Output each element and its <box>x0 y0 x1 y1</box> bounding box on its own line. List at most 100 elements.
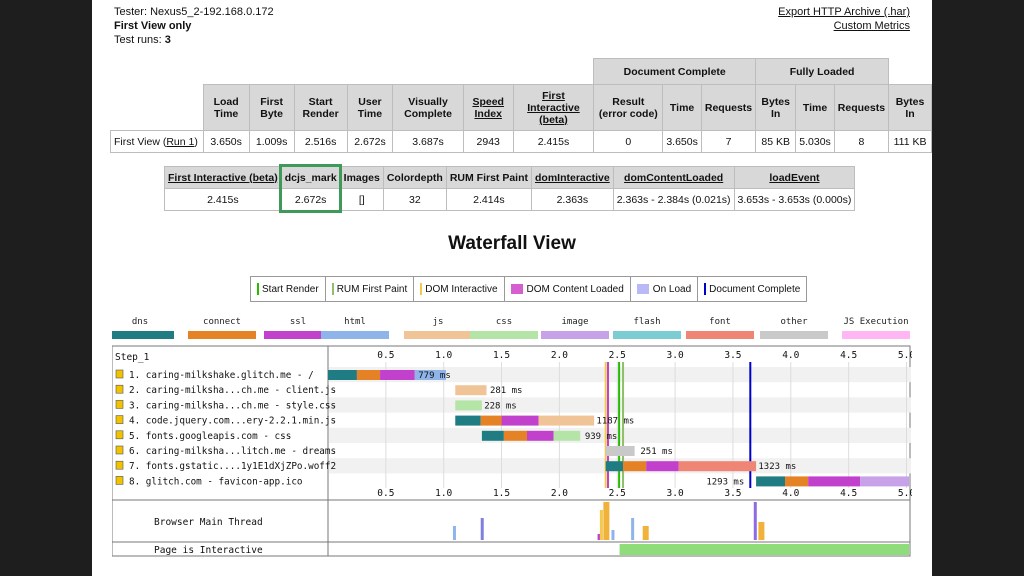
request-bar-segment <box>455 400 482 411</box>
type-legend-swatch <box>404 331 472 339</box>
type-legend-label: JS Execution <box>843 317 908 327</box>
dcjs-mark-highlight-box <box>279 164 342 213</box>
metrics-col-header[interactable]: domInteractive <box>531 166 614 189</box>
tick-label-top: 3.0 <box>667 350 684 361</box>
tick-label-top: 1.0 <box>435 350 452 361</box>
main-thread-activity-bar <box>758 522 765 540</box>
type-legend-swatch <box>321 331 389 339</box>
interactive-label: Page is Interactive <box>154 545 263 556</box>
request-duration: 251 ms <box>640 447 673 457</box>
request-bar-segment <box>756 476 786 487</box>
results-cell: 1.009s <box>248 130 295 153</box>
request-bar-segment <box>553 430 581 441</box>
tick-label-bottom: 1.0 <box>435 488 452 499</box>
request-bar-segment <box>414 370 447 380</box>
results-col-header: Time <box>795 84 835 131</box>
type-legend-label: other <box>780 317 808 327</box>
request-bar-segment <box>605 461 624 472</box>
tick-label-bottom: 1.5 <box>493 488 510 499</box>
metrics-col-header[interactable]: First Interactive (beta) <box>164 166 282 189</box>
test-runs-value: 3 <box>164 34 171 46</box>
results-cell: 0 <box>593 130 664 153</box>
custom-metrics-link[interactable]: Custom Metrics <box>833 20 910 32</box>
type-legend-swatch <box>842 331 910 339</box>
results-col-header: Time <box>662 84 702 131</box>
request-bar-segment <box>455 415 481 426</box>
metrics-col-header[interactable]: domContentLoaded <box>612 166 735 189</box>
view-mode-text: First View only <box>114 20 192 32</box>
results-col-header: Requests <box>700 84 757 131</box>
lock-icon <box>115 415 124 424</box>
step-label: Step_1 <box>115 352 150 363</box>
results-cell: 3.650s <box>662 130 702 153</box>
results-col-header: Bytes In <box>888 84 932 131</box>
type-legend-swatch <box>112 331 174 339</box>
main-thread-label: Browser Main Thread <box>154 517 263 528</box>
results-cell: 8 <box>833 130 890 153</box>
request-bar-segment <box>808 476 861 487</box>
run-1-link[interactable]: Run 1 <box>166 135 195 148</box>
interactive-bar <box>619 544 909 555</box>
results-header-row: Load Time First Byte Start Render User Time… <box>111 84 932 131</box>
results-col-header: Requests <box>833 84 890 131</box>
request-bar-segment <box>623 461 647 472</box>
lock-icon <box>115 460 124 470</box>
legend-item: DOM Content Loaded <box>505 277 631 301</box>
legend-label: On Load <box>652 283 692 295</box>
tick-label-bottom: 4.5 <box>840 488 857 499</box>
type-legend-label: font <box>709 317 731 327</box>
tick-label-bottom: 2.0 <box>551 488 568 499</box>
results-col-header[interactable]: Speed Index <box>462 84 514 131</box>
request-bar-segment <box>605 446 635 456</box>
lock-icon <box>115 476 124 485</box>
metrics-col-header[interactable]: loadEvent <box>733 166 856 189</box>
legend-swatch <box>257 283 259 295</box>
results-cell: 7 <box>700 130 757 153</box>
request-bar-segment <box>480 415 502 426</box>
legend-item: RUM First Paint <box>326 277 415 301</box>
lock-icon <box>115 369 124 379</box>
legend-label: DOM Interactive <box>425 283 498 295</box>
webpagetest-results-page: Tester: Nexus5_2-192.168.0.172 First Vie… <box>92 0 932 576</box>
main-thread-activity-bar <box>753 502 757 540</box>
metrics-col-header: dcjs_mark <box>280 166 341 189</box>
results-cell: 111 KB <box>888 130 932 153</box>
legend-item: On Load <box>631 277 699 301</box>
request-duration: 228 ms <box>484 401 517 411</box>
test-runs-text: Test runs: 3 <box>114 34 171 46</box>
request-bar-segment <box>356 370 381 380</box>
waterfall-frame <box>112 345 911 557</box>
results-table: Document Complete Fully Loaded Load Time… <box>110 58 932 153</box>
metrics-cell: 32 <box>382 188 447 211</box>
tick-label-top: 5.0 <box>898 350 912 361</box>
export-har-link[interactable]: Export HTTP Archive (.har) <box>778 6 910 18</box>
main-thread-activity-bar <box>480 518 484 540</box>
legend-swatch <box>636 284 649 294</box>
legend-label: RUM First Paint <box>336 283 408 295</box>
results-col-header: User Time <box>346 84 394 131</box>
request-label: 8. glitch.com - favicon-app.ico <box>129 476 303 487</box>
type-legend-label: ssl <box>290 317 306 327</box>
lock-icon <box>115 430 124 440</box>
lock-icon <box>115 445 124 455</box>
tick-label-bottom: 3.5 <box>724 488 741 499</box>
main-thread-activity-bar <box>599 510 603 540</box>
request-label: 2. caring-milksha...ch.me - client.js <box>129 385 336 396</box>
results-cell: 2.672s <box>346 130 394 153</box>
results-col-header: Result (error code) <box>593 84 664 131</box>
legend-label: Document Complete <box>709 283 801 295</box>
results-cell: 85 KB <box>755 130 797 153</box>
tester-text: Tester: Nexus5_2-192.168.0.172 <box>114 6 274 18</box>
legend-item: Start Render <box>251 277 326 301</box>
type-legend-swatch <box>541 331 609 339</box>
legend-item: Document Complete <box>698 277 806 301</box>
type-legend-label: html <box>344 317 366 327</box>
type-legend-label: css <box>496 317 512 327</box>
request-bar-segment <box>455 385 487 396</box>
results-col-header[interactable]: First Interactive (beta) <box>512 84 595 131</box>
type-legend-label: dns <box>132 317 148 327</box>
fully-loaded-group-header: Fully Loaded <box>755 58 890 85</box>
results-cell: 2.415s <box>512 130 595 153</box>
lock-icon <box>115 384 124 394</box>
results-col-header: Load Time <box>202 84 250 131</box>
